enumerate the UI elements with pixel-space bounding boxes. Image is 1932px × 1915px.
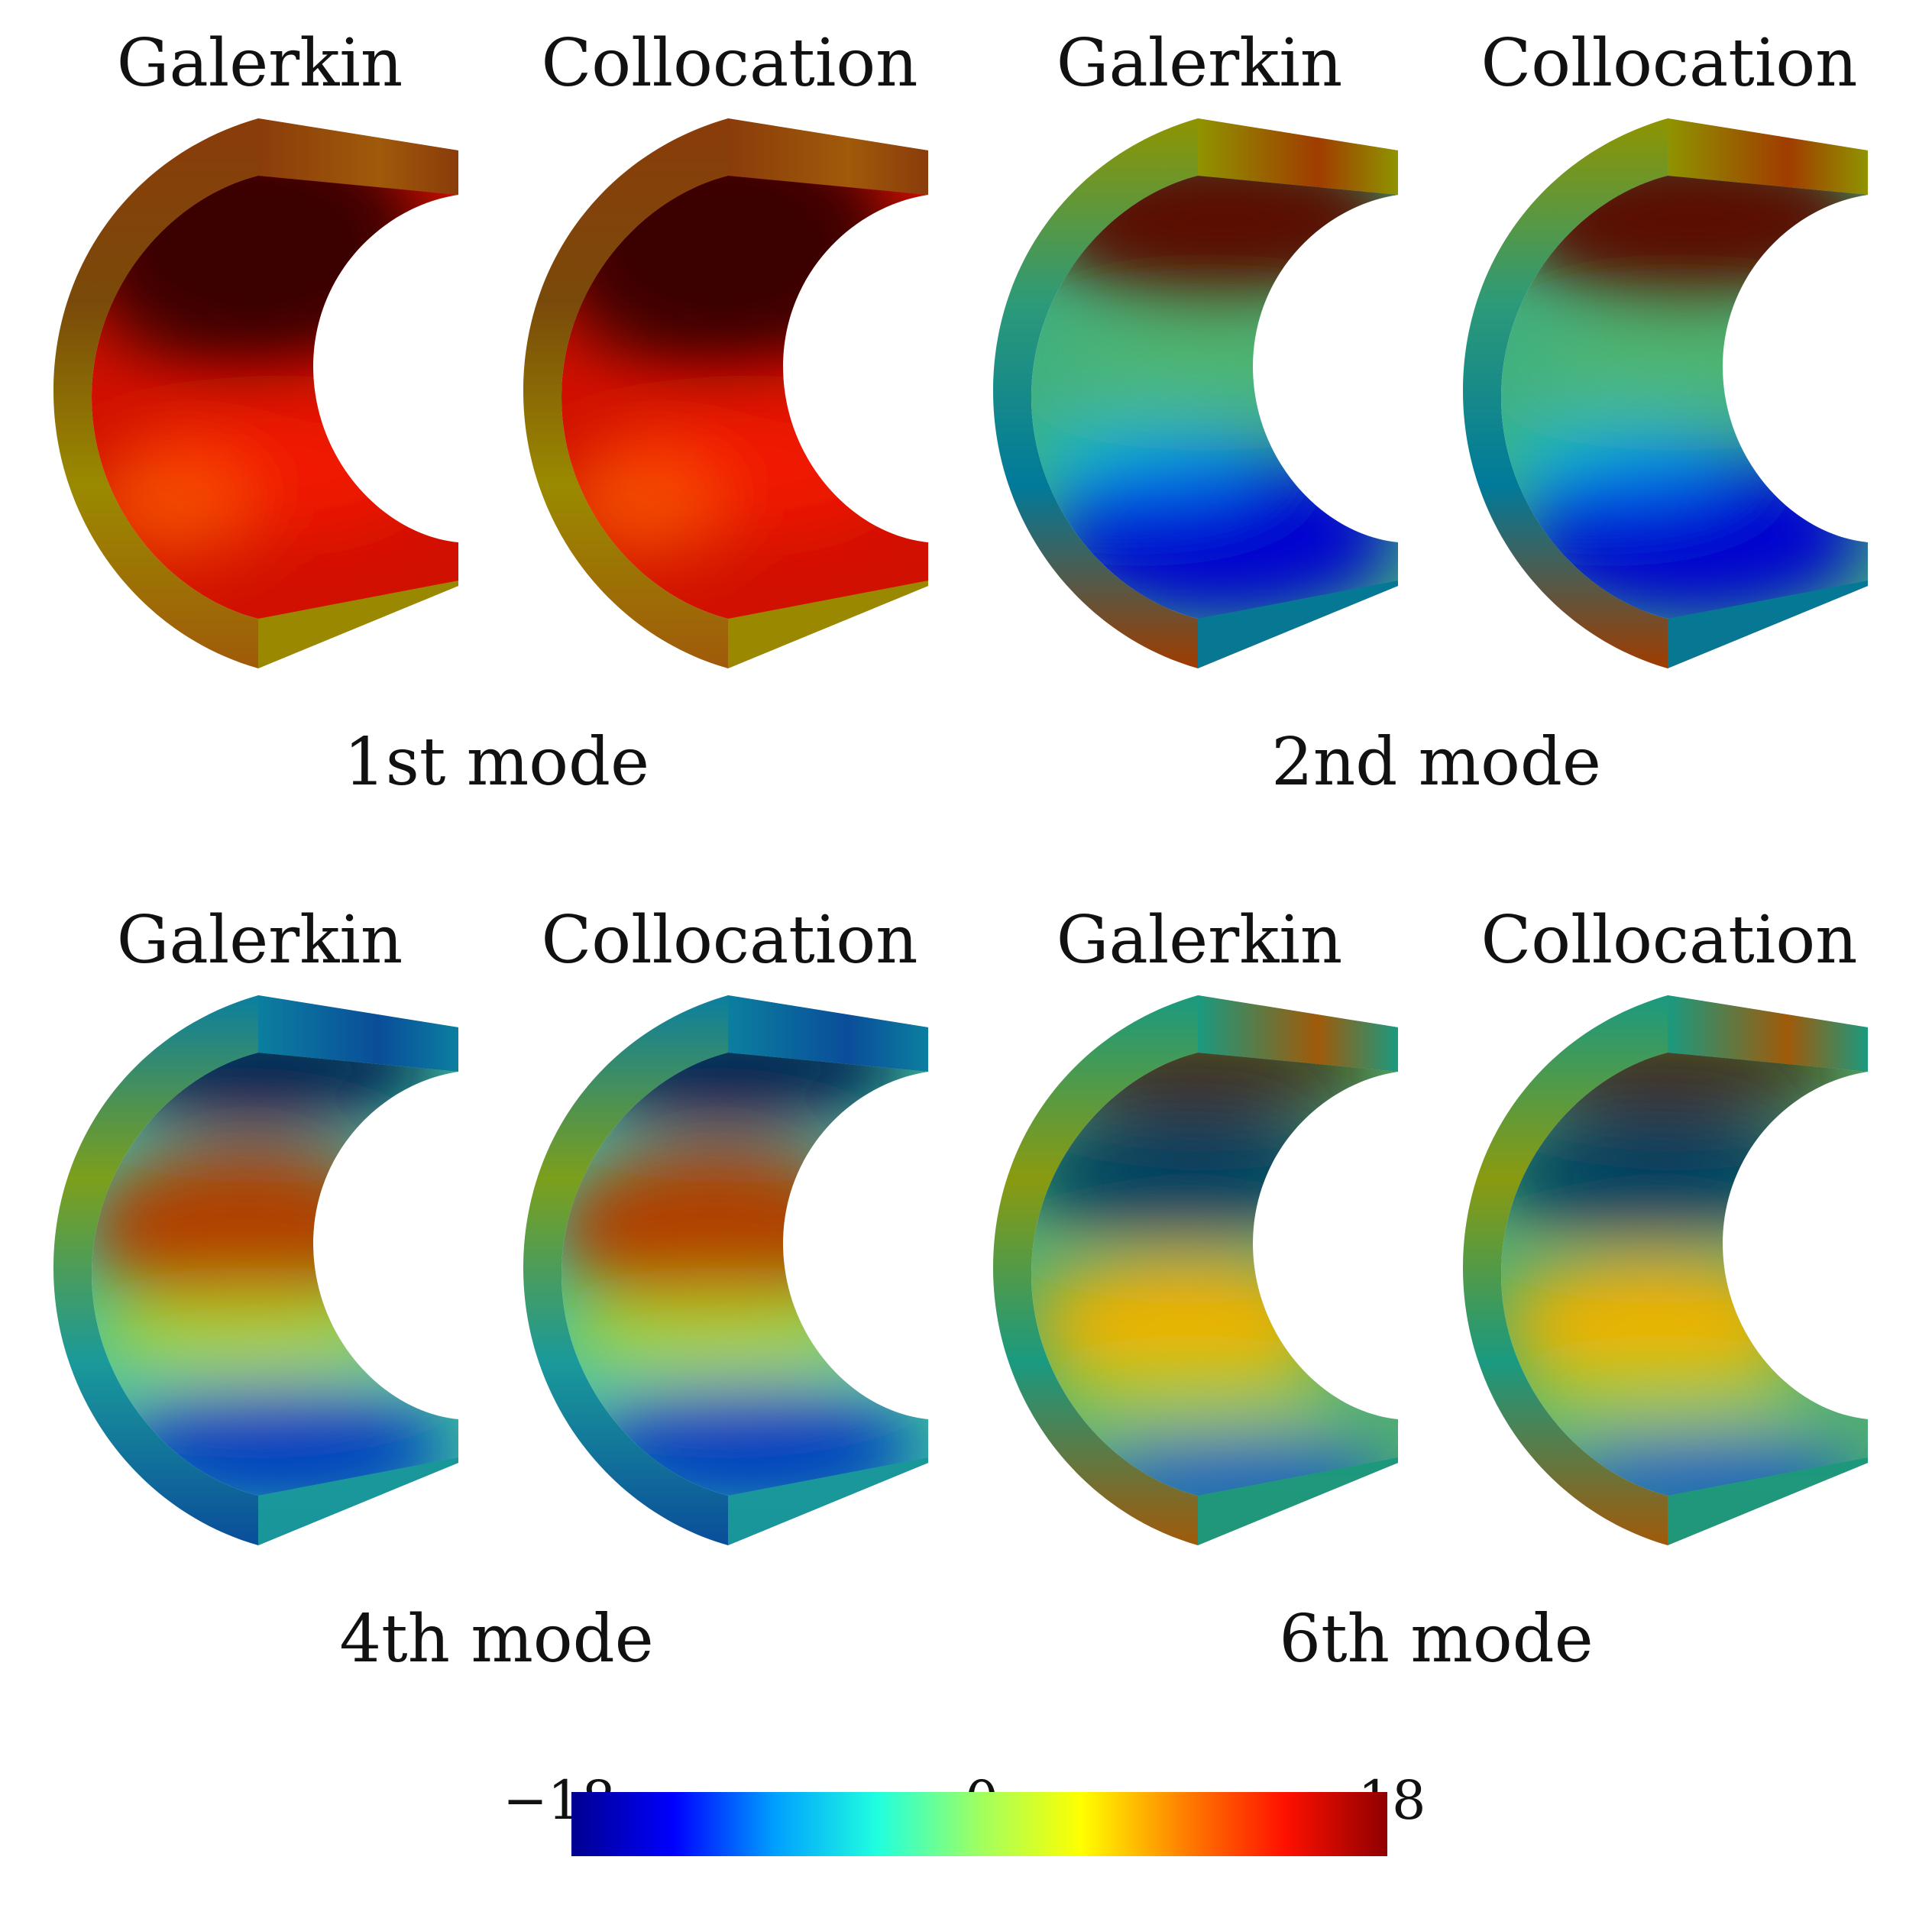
shell-top-face [728, 995, 928, 1072]
field-region [92, 1144, 405, 1312]
mode-label-4th: 4th mode [339, 1601, 654, 1677]
shell-top-face [1198, 995, 1398, 1072]
field-region [92, 1053, 443, 1121]
shell-panel-collocation-3 [523, 995, 928, 1545]
panel-title-mode6-galerkin: Galerkin [1056, 902, 1343, 979]
colorbar [571, 1792, 1387, 1856]
shell-panel-galerkin-4 [993, 995, 1398, 1545]
mode-label-6th: 6th mode [1279, 1601, 1594, 1677]
shell-top-face [728, 118, 928, 195]
field-region [1039, 1358, 1345, 1435]
field-region [561, 1289, 890, 1381]
panel-title-mode2-collocation: Collocation [1481, 25, 1858, 102]
shell-panel-galerkin-1 [53, 118, 458, 668]
shell-top-face [1198, 118, 1398, 195]
field-region [1085, 1435, 1390, 1496]
panel-title-mode6-collocation: Collocation [1481, 902, 1858, 979]
panel-title-mode2-galerkin: Galerkin [1056, 25, 1343, 102]
shell-panel-collocation-4 [1463, 995, 1868, 1545]
field-region [561, 1144, 875, 1312]
shell-panel-collocation-1 [523, 118, 928, 668]
field-region [92, 1289, 420, 1381]
mode-label-2nd: 2nd mode [1271, 724, 1601, 801]
shell-panel-galerkin-3 [53, 995, 458, 1545]
field-region [1509, 1358, 1814, 1435]
panel-title-mode1-collocation: Collocation [541, 25, 918, 102]
field-region [1031, 420, 1268, 497]
field-region [1555, 1435, 1860, 1496]
shell-panel-galerkin-2 [993, 118, 1398, 668]
field-region [1054, 328, 1360, 390]
shell-panel-collocation-2 [1463, 118, 1868, 668]
field-region [1524, 328, 1830, 390]
panel-title-mode4-collocation: Collocation [541, 902, 918, 979]
shell-top-face [1668, 118, 1868, 195]
mode-label-1st: 1st mode [343, 724, 650, 801]
shell-top-face [258, 118, 458, 195]
field-region [1501, 420, 1738, 497]
panel-title-mode4-galerkin: Galerkin [116, 902, 403, 979]
shell-top-face [258, 995, 458, 1072]
shell-top-face [1668, 995, 1868, 1072]
shell-inner-surface [561, 1053, 928, 1496]
panel-title-mode1-galerkin: Galerkin [116, 25, 403, 102]
field-region [561, 1053, 913, 1121]
